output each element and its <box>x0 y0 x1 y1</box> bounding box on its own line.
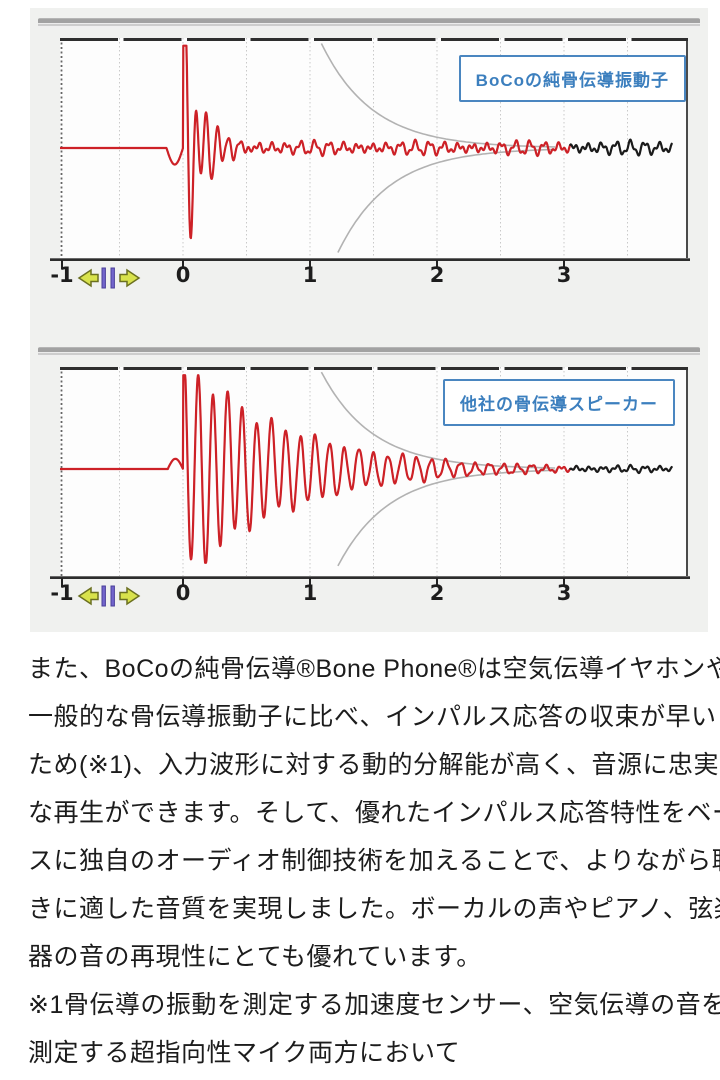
pan-right-arrow-icon <box>119 268 141 288</box>
axis-tick <box>182 260 184 269</box>
axis-tick <box>61 578 63 587</box>
body-text-line: きに適した音質を実現しました。ボーカルの声やピアノ、弦楽 <box>28 895 720 923</box>
axis-tick-label: 0 <box>175 581 191 605</box>
axis-tick-label: 1 <box>302 581 318 605</box>
body-text-line: ※1骨伝導の振動を測定する加速度センサー、空気伝導の音を <box>28 991 720 1019</box>
body-text: また、BoCoの純骨伝導®Bone Phone®は空気伝導イヤホンや 一般的な骨伝… <box>28 645 720 1077</box>
axis-tick-label: -1 <box>50 581 74 605</box>
panel-separator-bar <box>38 18 700 28</box>
pan-left-arrow-icon <box>77 586 99 606</box>
x-axis-line <box>50 576 690 579</box>
pan-bar-icon <box>101 267 106 289</box>
pan-left-arrow-icon <box>77 268 99 288</box>
body-text-line: な再生ができます。そして、優れたインパルス応答特性をベー <box>28 799 720 827</box>
measurement-screenshots: BoCoの純骨伝導振動子 -1 0 1 2 3 他社の骨伝導スピーカー <box>30 8 708 632</box>
axis-tick-label: 2 <box>429 263 445 287</box>
chart-label-box: BoCoの純骨伝導振動子 <box>458 55 686 102</box>
axis-tick <box>309 260 311 269</box>
impulse-response-panel-boco: BoCoの純骨伝導振動子 -1 0 1 2 3 <box>30 8 708 300</box>
axis-tick-label: 3 <box>556 581 572 605</box>
plot-top-border <box>60 367 688 370</box>
pan-control-icons <box>77 585 141 607</box>
x-axis: -1 0 1 2 3 <box>30 576 708 618</box>
pan-bar-icon <box>110 585 115 607</box>
body-paragraph: また、BoCoの純骨伝導®Bone Phone®は空気伝導イヤホンや 一般的な骨伝… <box>28 645 720 981</box>
axis-tick <box>563 260 565 269</box>
pan-right-arrow-icon <box>119 586 141 606</box>
panel-separator-bar <box>38 347 700 357</box>
axis-tick <box>61 260 63 269</box>
pan-bar-icon <box>110 267 115 289</box>
body-text-line: ため(※1)、入力波形に対する動的分解能が高く、音源に忠実 <box>28 751 720 779</box>
body-text-line: 一般的な骨伝導振動子に比べ、インパルス応答の収束が早い <box>28 703 717 731</box>
axis-tick <box>309 578 311 587</box>
pan-control-icons <box>77 267 141 289</box>
axis-tick-label: 1 <box>302 263 318 287</box>
x-axis: -1 0 1 2 3 <box>30 258 708 300</box>
chart-label-box: 他社の骨伝導スピーカー <box>443 379 675 426</box>
chart-label: 他社の骨伝導スピーカー <box>460 395 658 414</box>
impulse-response-plot-boco: BoCoの純骨伝導振動子 <box>60 38 688 258</box>
axis-tick-label: -1 <box>50 263 74 287</box>
plot-top-border <box>60 38 688 41</box>
axis-tick-label: 3 <box>556 263 572 287</box>
axis-tick <box>436 260 438 269</box>
impulse-response-plot-other: 他社の骨伝導スピーカー <box>60 367 688 576</box>
axis-tick <box>563 578 565 587</box>
footnote: ※1骨伝導の振動を測定する加速度センサー、空気伝導の音を 測定する超指向性マイク両… <box>28 981 720 1077</box>
pan-bar-icon <box>101 585 106 607</box>
body-text-line: 器の音の再現性にとても優れています。 <box>28 943 482 971</box>
axis-tick <box>436 578 438 587</box>
body-text-line: 測定する超指向性マイク両方において <box>28 1039 461 1067</box>
axis-tick <box>182 578 184 587</box>
axis-tick-label: 2 <box>429 581 445 605</box>
body-text-line: また、BoCoの純骨伝導®Bone Phone®は空気伝導イヤホンや <box>28 655 720 683</box>
body-text-line: スに独自のオーディオ制御技術を加えることで、よりながら聴 <box>28 847 720 875</box>
axis-tick-label: 0 <box>175 263 191 287</box>
x-axis-line <box>50 258 690 261</box>
chart-label: BoCoの純骨伝導振動子 <box>475 71 669 90</box>
impulse-response-panel-other: 他社の骨伝導スピーカー -1 0 1 2 3 <box>30 347 708 618</box>
